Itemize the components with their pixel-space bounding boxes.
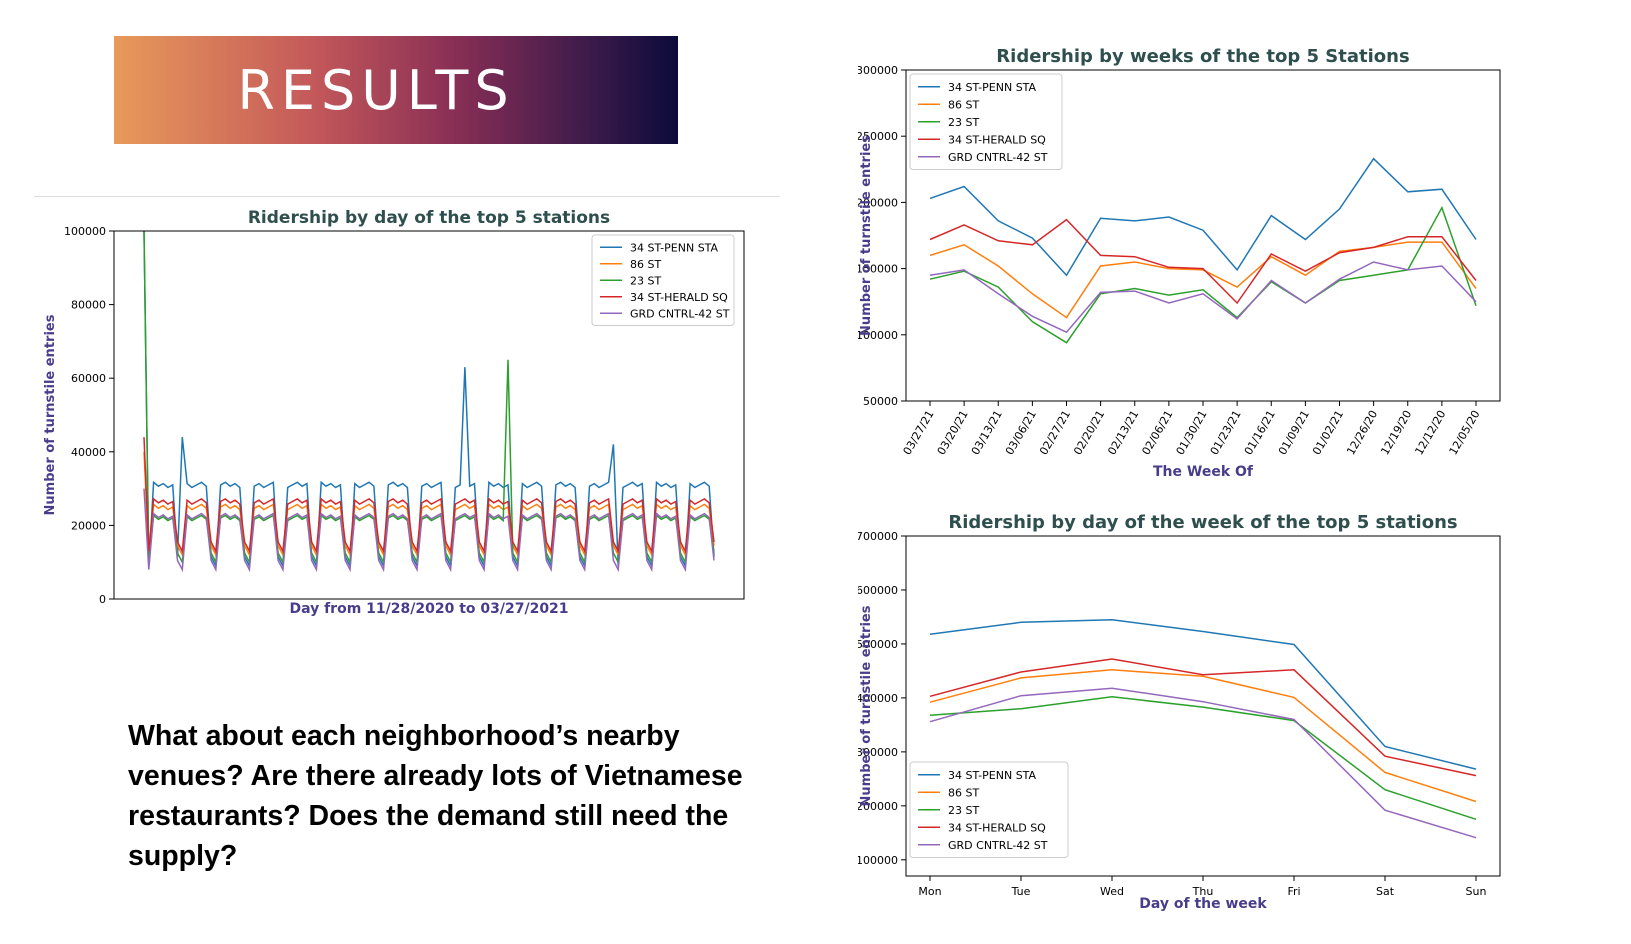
x-tick-label: Thu — [1192, 885, 1214, 898]
series-line-34-st-herald-sq — [929, 658, 1477, 777]
series-line-34-st-herald-sq — [929, 218, 1477, 305]
legend-label: 86 ST — [948, 786, 979, 799]
x-tick-label: 01/02/21 — [1310, 408, 1346, 457]
x-tick-label: 02/13/21 — [1105, 408, 1141, 457]
legend-label: 23 ST — [948, 804, 979, 817]
chart-title: Ridership by day of the top 5 stations — [248, 208, 610, 228]
legend-label: GRD CNTRL-42 ST — [948, 151, 1048, 164]
x-tick-label: Sun — [1466, 885, 1487, 898]
x-tick-label: 12/19/20 — [1378, 408, 1414, 457]
legend-label: 34 ST-HERALD SQ — [948, 821, 1046, 834]
chart-title: Ridership by day of the week of the top … — [948, 512, 1457, 533]
x-tick-label: 12/12/20 — [1413, 408, 1449, 457]
x-tick-label: 12/26/20 — [1344, 408, 1380, 457]
series-line-grd-cntrl-42-st — [929, 261, 1477, 334]
y-tick-label: 600000 — [858, 584, 898, 597]
daily-ridership-chart: Ridership by day of the top 5 stations 0 2… — [43, 208, 745, 617]
legend-label: 23 ST — [630, 274, 661, 287]
series-line-23-st — [929, 696, 1477, 821]
chart-title: Ridership by weeks of the top 5 Stations — [996, 46, 1409, 67]
series-line-34-st-penn-sta — [929, 618, 1477, 770]
x-tick-label: 03/27/21 — [901, 408, 937, 457]
series-line-86-st — [143, 451, 715, 558]
y-axis-label: Number of turnstile entries — [859, 605, 874, 806]
y-tick-label: 150000 — [858, 263, 898, 276]
x-tick-label: 01/09/21 — [1276, 408, 1312, 457]
y-tick-label: 60000 — [71, 372, 106, 385]
legend-label: 34 ST-PENN STA — [630, 241, 719, 254]
x-tick-label: 01/16/21 — [1242, 408, 1278, 457]
x-tick-label: Tue — [1011, 885, 1031, 898]
legend-label: 34 ST-PENN STA — [948, 769, 1037, 782]
results-banner: RESULTS — [114, 36, 678, 144]
x-tick-label: Wed — [1100, 885, 1124, 898]
legend-label: GRD CNTRL-42 ST — [948, 839, 1048, 852]
x-axis-label: Day of the week — [1139, 896, 1267, 912]
x-tick-label: 02/20/21 — [1071, 408, 1107, 457]
y-tick-label: 0 — [99, 593, 106, 606]
y-tick-label: 40000 — [71, 446, 106, 459]
y-tick-label: 100000 — [858, 854, 898, 867]
y-tick-label: 200000 — [858, 800, 898, 813]
y-tick-label: 80000 — [71, 299, 106, 312]
x-tick-label: 03/20/21 — [935, 408, 971, 457]
x-tick-label: 03/13/21 — [969, 408, 1005, 457]
x-tick-label: Mon — [918, 885, 941, 898]
legend-box — [591, 234, 735, 326]
x-tick-label: 02/27/21 — [1037, 408, 1073, 457]
series-line-86-st — [929, 241, 1477, 319]
y-tick-label: 20000 — [71, 519, 106, 532]
plot-frame — [905, 535, 1501, 877]
series-line-34-st-herald-sq — [143, 437, 715, 554]
x-tick-label: Sat — [1376, 885, 1395, 898]
day-of-week-ridership-chart: Ridership by day of the week of the top … — [858, 512, 1501, 912]
question-text: What about each neighborhood’s nearby ve… — [128, 720, 743, 872]
x-tick-label: 01/23/21 — [1208, 408, 1244, 457]
x-axis-label: Day from 11/28/2020 to 03/27/2021 — [289, 601, 568, 617]
divider — [34, 196, 780, 197]
y-tick-label: 300000 — [858, 746, 898, 759]
y-tick-label: 500000 — [858, 638, 898, 651]
y-tick-label: 100000 — [858, 329, 898, 342]
weekly-ridership-chart: Ridership by weeks of the top 5 Stations… — [858, 46, 1501, 480]
legend-label: GRD CNTRL-42 ST — [630, 307, 730, 320]
series-line-23-st — [929, 205, 1477, 344]
x-tick-label: 03/06/21 — [1003, 408, 1039, 457]
legend-box — [909, 73, 1063, 170]
legend-label: 86 ST — [630, 258, 661, 271]
legend-label: 86 ST — [948, 98, 979, 111]
series-line-grd-cntrl-42-st — [143, 488, 715, 573]
y-tick-label: 200000 — [858, 196, 898, 209]
y-tick-label: 50000 — [863, 395, 898, 408]
banner-title: RESULTS — [237, 58, 515, 122]
series-line-86-st — [929, 669, 1477, 803]
legend-label: 34 ST-PENN STA — [948, 81, 1037, 94]
x-axis-label: The Week Of — [1153, 464, 1254, 480]
plot-frame — [905, 69, 1501, 402]
legend-label: 34 ST-HERALD SQ — [948, 133, 1046, 146]
y-tick-label: 100000 — [64, 225, 106, 238]
x-tick-label: 01/30/21 — [1174, 408, 1210, 457]
plot-frame — [113, 230, 745, 600]
legend-label: 34 ST-HERALD SQ — [630, 291, 728, 304]
y-axis-label: Number of turnstile entries — [43, 314, 58, 515]
x-tick-label: Fri — [1287, 885, 1300, 898]
y-axis-label: Number of turnstile entries — [859, 135, 874, 336]
y-tick-label: 300000 — [858, 64, 898, 77]
y-tick-label: 400000 — [858, 692, 898, 705]
x-tick-label: 02/06/21 — [1140, 408, 1176, 457]
y-tick-label: 700000 — [858, 530, 898, 543]
series-line-grd-cntrl-42-st — [929, 687, 1477, 839]
legend-label: 23 ST — [948, 116, 979, 129]
y-tick-label: 250000 — [858, 130, 898, 143]
series-line-34-st-penn-sta — [929, 157, 1477, 277]
legend-box — [909, 761, 1069, 858]
x-tick-label: 12/05/20 — [1447, 408, 1483, 457]
